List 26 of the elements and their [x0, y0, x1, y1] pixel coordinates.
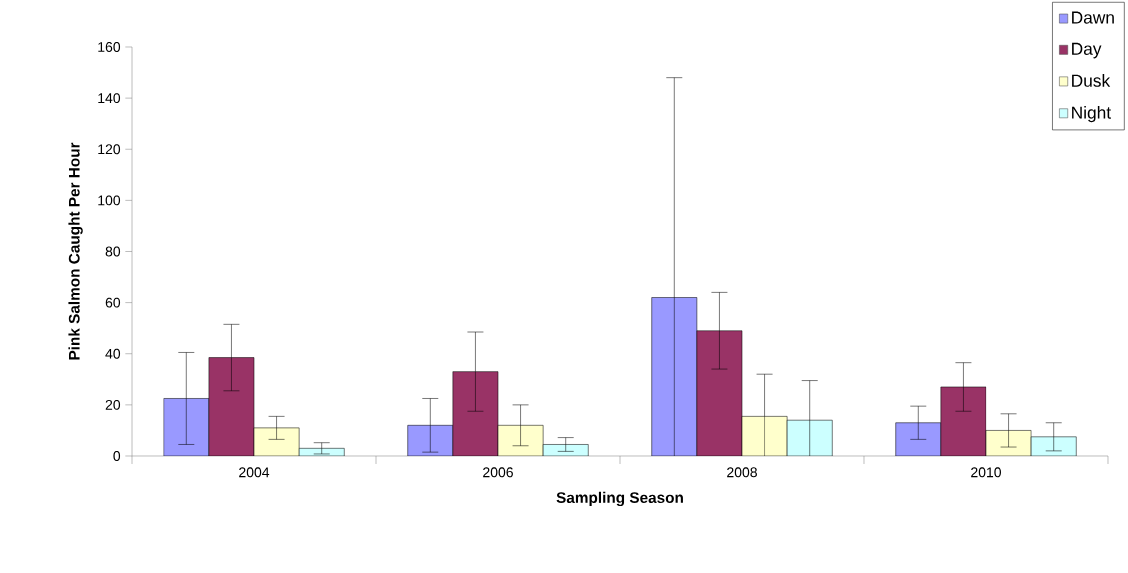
x-tick-label: 2010 [971, 467, 1002, 478]
legend-label: Night [1072, 106, 1111, 123]
bar [940, 386, 987, 456]
legend-label: Dusk [1072, 74, 1111, 87]
y-tick-label: 60 [105, 297, 121, 308]
y-tick-label: 100 [98, 195, 121, 206]
y-tick-label: 0 [113, 451, 121, 461]
x-axis-title: Sampling Season [556, 491, 683, 507]
legend-label: Dawn [1072, 11, 1114, 24]
x-tick-label: 2008 [727, 467, 757, 478]
bar [985, 430, 1032, 456]
y-tick-label: 160 [98, 42, 121, 52]
y-tick-label: 40 [105, 348, 121, 359]
y-axis-title: Pink Salmon Caught Per Hour [68, 142, 83, 360]
bar [696, 330, 743, 456]
legend-label: Day [1072, 42, 1102, 59]
y-tick-label: 80 [105, 246, 121, 257]
x-tick-label: 2004 [239, 467, 270, 478]
y-tick-label: 140 [98, 93, 121, 104]
bar [497, 425, 544, 456]
x-tick-label: 2006 [483, 467, 513, 478]
y-tick-label: 20 [105, 399, 121, 410]
bar [452, 371, 499, 456]
bar [208, 357, 255, 456]
y-tick-label: 120 [98, 144, 121, 155]
bar [253, 427, 300, 456]
